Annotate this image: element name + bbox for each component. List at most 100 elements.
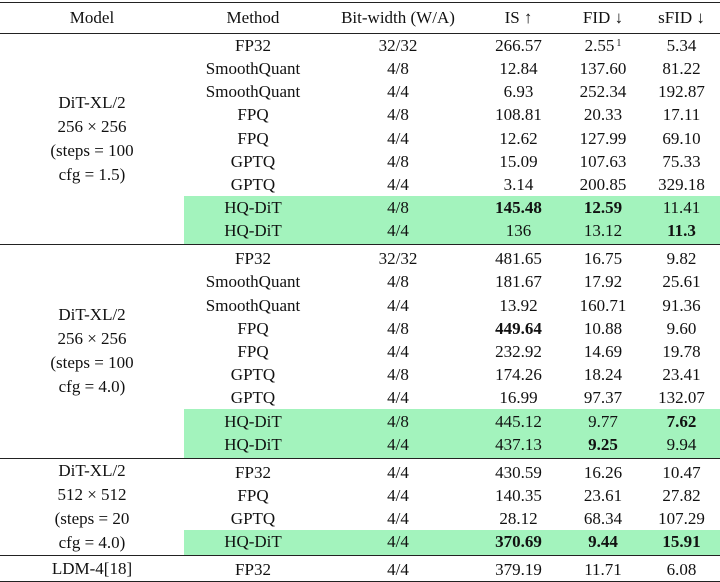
model-cell: DiT-XL/2 256 × 256 (steps = 100 cfg = 1.… xyxy=(0,32,184,245)
is-cell: 379.19 xyxy=(474,555,563,582)
is-cell: 12.62 xyxy=(499,128,538,148)
sfid-cell: 11.3 xyxy=(643,219,720,245)
fid-cell: 9.25 xyxy=(563,432,643,459)
method-cell: FP32 xyxy=(184,555,322,582)
sfid-cell: 7.62 xyxy=(643,409,720,433)
bit-width-cell: 4/4 xyxy=(387,485,409,505)
table-row: SmoothQuant 4/8 181.67 17.92 25.61 xyxy=(0,270,720,293)
model-line: 256 × 256 xyxy=(57,329,127,349)
fid-cell: 14.69 xyxy=(583,341,623,361)
table-row: GPTQ 4/4 16.99 97.37 132.07 xyxy=(0,386,720,409)
table-row: GPTQ 4/4 3.14 200.85 329.18 xyxy=(0,173,720,196)
model-cell: DiT-XL/2 256 × 256 (steps = 100 cfg = 4.… xyxy=(0,244,184,459)
method-cell: GPTQ xyxy=(230,151,276,171)
bit-width-cell: 32/32 xyxy=(322,244,474,271)
model-line: (steps = 100 xyxy=(50,353,134,373)
method-cell: SmoothQuant xyxy=(205,272,301,292)
bit-width-cell: 4/8 xyxy=(322,196,474,220)
bit-width-cell: 4/4 xyxy=(322,219,474,245)
method-cell: FPQ xyxy=(237,318,269,338)
bit-width-cell: 4/4 xyxy=(387,341,409,361)
sfid-cell: 9.60 xyxy=(666,318,697,338)
sfid-cell: 23.41 xyxy=(662,365,701,385)
sfid-cell: 107.29 xyxy=(658,508,705,528)
fid-cell: 10.88 xyxy=(583,318,623,338)
is-cell: 370.69 xyxy=(474,530,563,556)
method-cell: FP32 xyxy=(184,457,322,484)
is-cell: 15.09 xyxy=(499,151,538,171)
fid-cell: 9.77 xyxy=(563,409,643,433)
fid-cell: 9.44 xyxy=(563,530,643,556)
method-cell: GPTQ xyxy=(230,365,276,385)
bit-width-cell: 4/4 xyxy=(322,432,474,459)
fid-cell: 137.60 xyxy=(579,59,627,79)
sfid-cell: 19.78 xyxy=(662,341,701,361)
table-row: SmoothQuant 4/8 12.84 137.60 81.22 xyxy=(0,57,720,80)
table-row: GPTQ 4/8 174.26 18.24 23.41 xyxy=(0,363,720,386)
table-row: DiT-XL/2 256 × 256 (steps = 100 cfg = 4.… xyxy=(0,244,720,459)
is-cell: 174.26 xyxy=(495,365,542,385)
fid-cell: 107.63 xyxy=(579,151,627,171)
is-cell: 140.35 xyxy=(495,485,542,505)
bit-width-cell: 4/8 xyxy=(322,409,474,433)
bit-width-cell: 4/4 xyxy=(322,457,474,484)
is-cell: 430.59 xyxy=(474,457,563,484)
method-cell: FPQ xyxy=(237,485,269,505)
is-cell: 6.93 xyxy=(503,82,534,102)
bit-width-cell: 4/4 xyxy=(387,175,409,195)
method-cell: HQ-DiT xyxy=(184,432,322,459)
table-row: FPQ 4/4 12.62 127.99 69.10 xyxy=(0,127,720,150)
table-row: SmoothQuant 4/4 13.92 160.71 91.36 xyxy=(0,294,720,317)
fid-cell: 16.26 xyxy=(563,457,643,484)
is-cell: 445.12 xyxy=(474,409,563,433)
sfid-cell: 17.11 xyxy=(662,105,701,125)
method-cell: HQ-DiT xyxy=(184,196,322,220)
fid-cell: 68.34 xyxy=(583,508,623,528)
model-cell: LDM-4[18] xyxy=(0,555,184,582)
method-cell: FP32 xyxy=(184,33,322,57)
table-row: GPTQ 4/4 28.12 68.34 107.29 xyxy=(0,507,720,530)
is-cell: 437.13 xyxy=(474,432,563,459)
sfid-cell: 69.10 xyxy=(662,128,701,148)
fid-cell: 18.24 xyxy=(583,365,623,385)
model-line: DiT-XL/2 xyxy=(58,305,126,325)
bit-width-cell: 32/32 xyxy=(322,33,474,57)
method-cell: HQ-DiT xyxy=(184,219,322,245)
method-cell: SmoothQuant xyxy=(205,59,301,79)
is-cell: 16.99 xyxy=(499,388,538,408)
is-cell: 449.64 xyxy=(495,318,542,338)
fid-cell: 16.75 xyxy=(563,244,643,271)
is-cell: 145.48 xyxy=(474,196,563,220)
table-row-highlighted: HQ-DiT 4/4 136 13.12 11.3 xyxy=(0,219,720,245)
bit-width-cell: 4/8 xyxy=(387,59,409,79)
is-cell: 266.57 xyxy=(474,33,563,57)
header-method: Method xyxy=(184,2,322,34)
bit-width-cell: 4/8 xyxy=(387,318,409,338)
sfid-cell: 81.22 xyxy=(662,59,701,79)
is-cell: 3.14 xyxy=(503,175,534,195)
model-line: DiT-XL/2 xyxy=(58,93,126,113)
bit-width-cell: 4/8 xyxy=(387,105,409,125)
sfid-cell: 91.36 xyxy=(662,295,701,315)
sfid-cell: 9.82 xyxy=(643,244,720,271)
header-sfid: sFID ↓ xyxy=(643,2,720,34)
model-line: 512 × 512 xyxy=(57,484,127,504)
bit-width-cell: 4/4 xyxy=(322,555,474,582)
sfid-cell: 192.87 xyxy=(658,82,705,102)
model-line: cfg = 1.5) xyxy=(58,165,126,185)
fid-cell: 17.92 xyxy=(583,272,623,292)
sfid-cell: 132.07 xyxy=(658,388,705,408)
bit-width-cell: 4/4 xyxy=(387,295,409,315)
table-row: SmoothQuant 4/4 6.93 252.34 192.87 xyxy=(0,80,720,103)
method-cell: SmoothQuant xyxy=(205,295,301,315)
method-cell: FP32 xyxy=(184,244,322,271)
sfid-cell: 6.08 xyxy=(643,555,720,582)
method-cell: GPTQ xyxy=(230,388,276,408)
is-cell: 232.92 xyxy=(495,341,542,361)
method-cell: FPQ xyxy=(237,128,269,148)
bit-width-cell: 4/4 xyxy=(387,128,409,148)
model-line: DiT-XL/2 xyxy=(58,460,126,480)
fid-cell: 20.33 xyxy=(583,105,623,125)
sfid-cell: 9.94 xyxy=(643,432,720,459)
table-row: FPQ 4/8 108.81 20.33 17.11 xyxy=(0,103,720,126)
